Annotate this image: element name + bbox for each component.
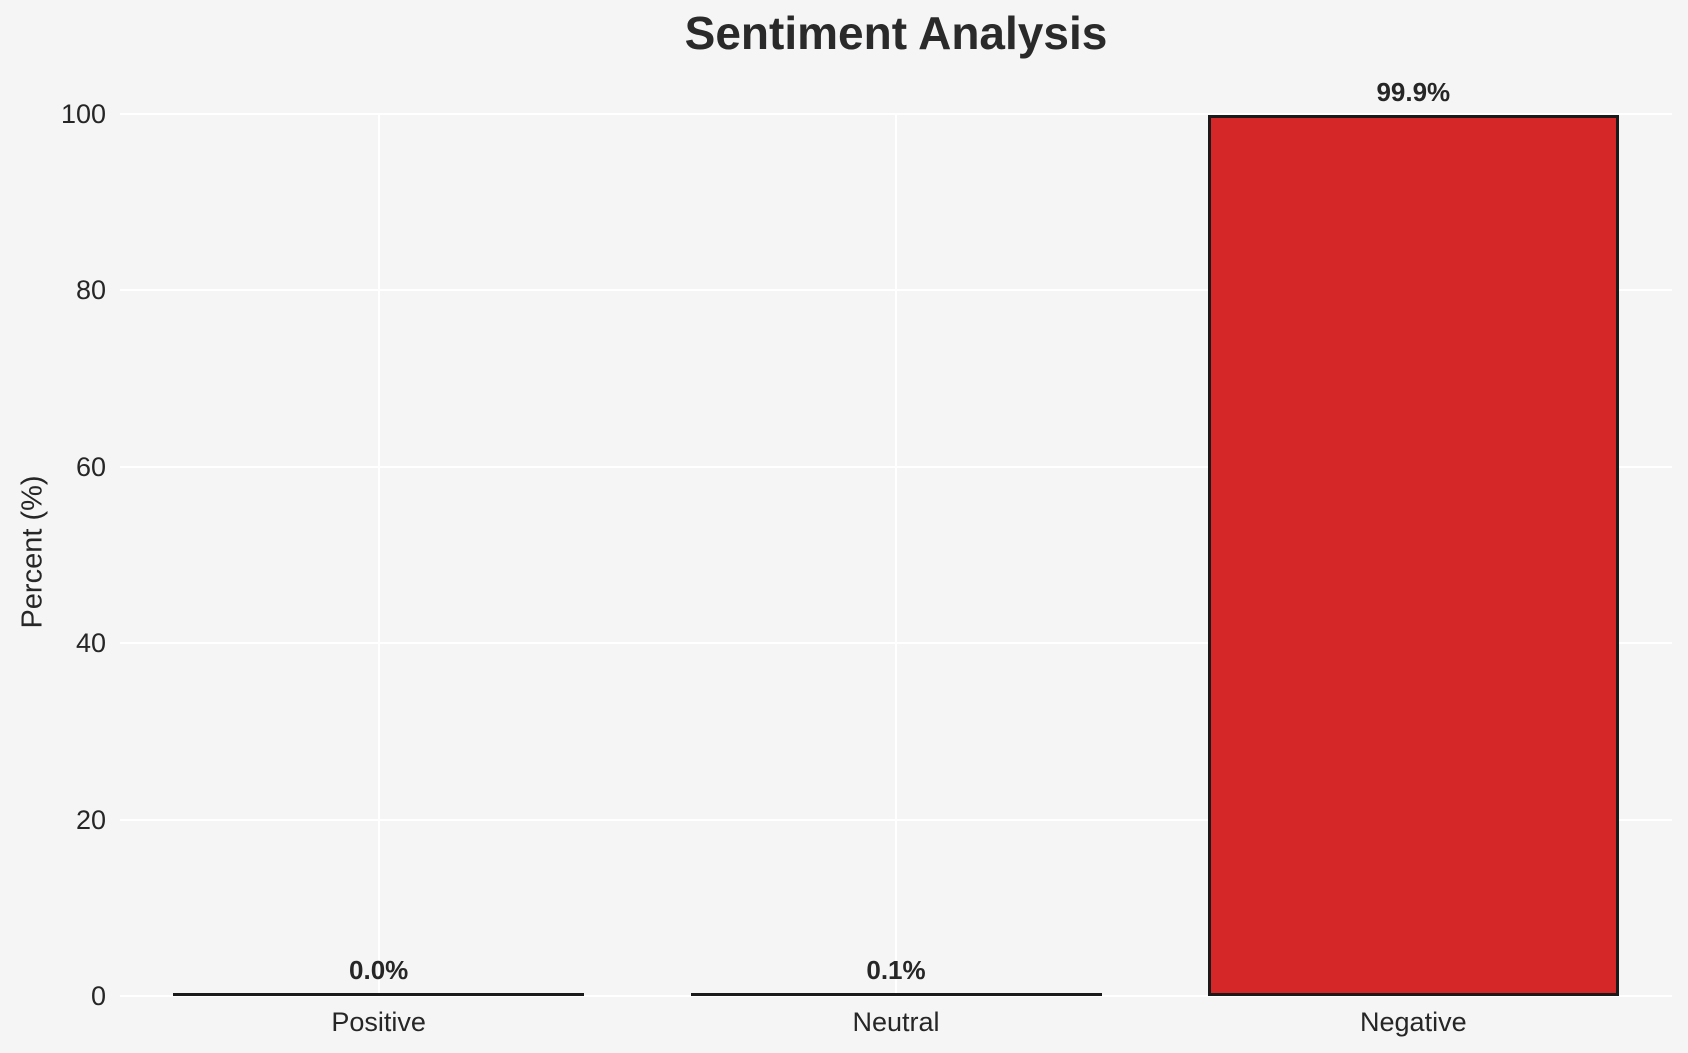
v-gridline-neutral	[895, 114, 897, 996]
bar-value-neutral: 0.1%	[866, 955, 926, 986]
y-tick-label-20: 20	[75, 804, 106, 835]
x-tick-label-positive: Positive	[331, 1007, 426, 1037]
x-tick-label-negative: Negative	[1360, 1007, 1467, 1037]
bar-neutral	[690, 993, 1102, 996]
y-tick-label-60: 60	[75, 451, 106, 482]
y-tick-label-100: 100	[60, 99, 106, 129]
h-gridline-0	[120, 995, 1672, 997]
y-tick-label-80: 80	[75, 275, 106, 306]
v-gridline-positive	[377, 114, 380, 996]
bar-positive	[173, 993, 585, 996]
chart-title: Sentiment Analysis	[684, 7, 1108, 59]
y-tick-label-40: 40	[75, 628, 106, 659]
bar-negative	[1207, 114, 1619, 996]
bar-value-positive: 0.0%	[349, 955, 409, 986]
y-tick-label-0: 0	[90, 981, 106, 1011]
y-axis-label: Percent (%)	[16, 475, 49, 629]
x-tick-label-neutral: Neutral	[852, 1007, 940, 1037]
bar-value-negative: 99.9%	[1376, 77, 1451, 108]
